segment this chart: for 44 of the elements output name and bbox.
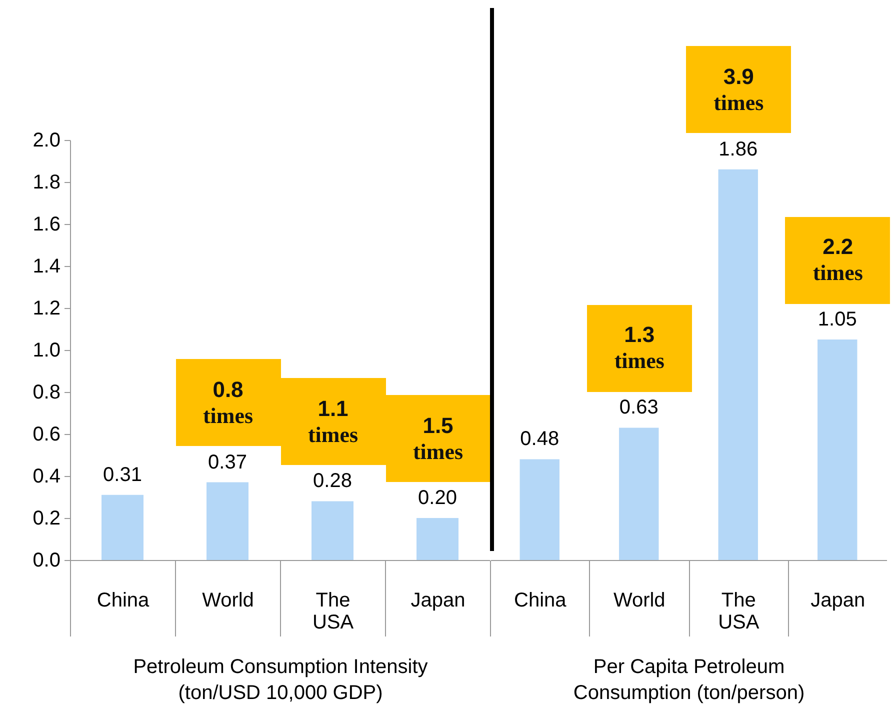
x-tick-label: The USA [312,590,354,634]
y-tick-label: 1.8 [32,172,60,194]
x-tick-label: The USA [718,590,760,634]
annotation: 1.5 times [412,412,464,464]
data-label: 0.37 [208,451,247,474]
y-tick-label: 1.2 [32,298,60,320]
data-label: 1.05 [818,308,857,330]
data-label: 0.28 [313,470,352,492]
bar [619,428,659,560]
callout-box: 0.8 times [176,359,280,446]
callout-box: 1.3 times [586,304,692,392]
data-label: 0.48 [520,428,560,450]
y-tick-label: 0.0 [32,550,60,572]
annotation: 2.2 times [812,234,863,286]
bar [718,169,758,560]
callout-box: 3.9 times [686,46,792,134]
data-label: 0.63 [619,396,658,419]
x-axis-title: Per Capita Petroleum Consumption (ton/person) [573,656,805,704]
x-tick-label: World [613,590,666,612]
x-axis-title: Petroleum Consumption Intensity (ton/USD 10,000 GDP) [133,656,428,704]
x-tick-label: Japan [810,590,866,612]
x-tick-label: China [96,590,150,612]
data-label: 0.20 [418,487,457,509]
y-tick-label: 2.0 [32,130,60,152]
callout-box: 1.5 times [386,395,490,482]
y-tick-label: 0.6 [32,424,60,446]
annotation: 0.8 times [202,376,254,429]
callout-box: 2.2 times [785,216,890,304]
annotation: 1.1 times [308,396,358,448]
data-label: 0.31 [103,464,142,486]
bar [520,459,560,560]
x-tick-label: China [514,590,568,612]
x-tick-label: Japan [410,590,466,612]
y-tick-label: 1.6 [32,214,60,236]
data-label: 1.86 [718,138,758,160]
y-tick-label: 0.4 [32,466,60,488]
y-tick-label: 1.4 [32,256,60,278]
bar [818,340,858,560]
y-tick-label: 0.2 [32,508,60,530]
callout-box: 1.1 times [280,378,386,466]
y-tick-label: 0.8 [32,382,60,404]
x-tick-label: World [202,590,254,612]
y-tick-label: 1.0 [32,340,60,362]
annotation: 1.3 times [614,322,664,374]
